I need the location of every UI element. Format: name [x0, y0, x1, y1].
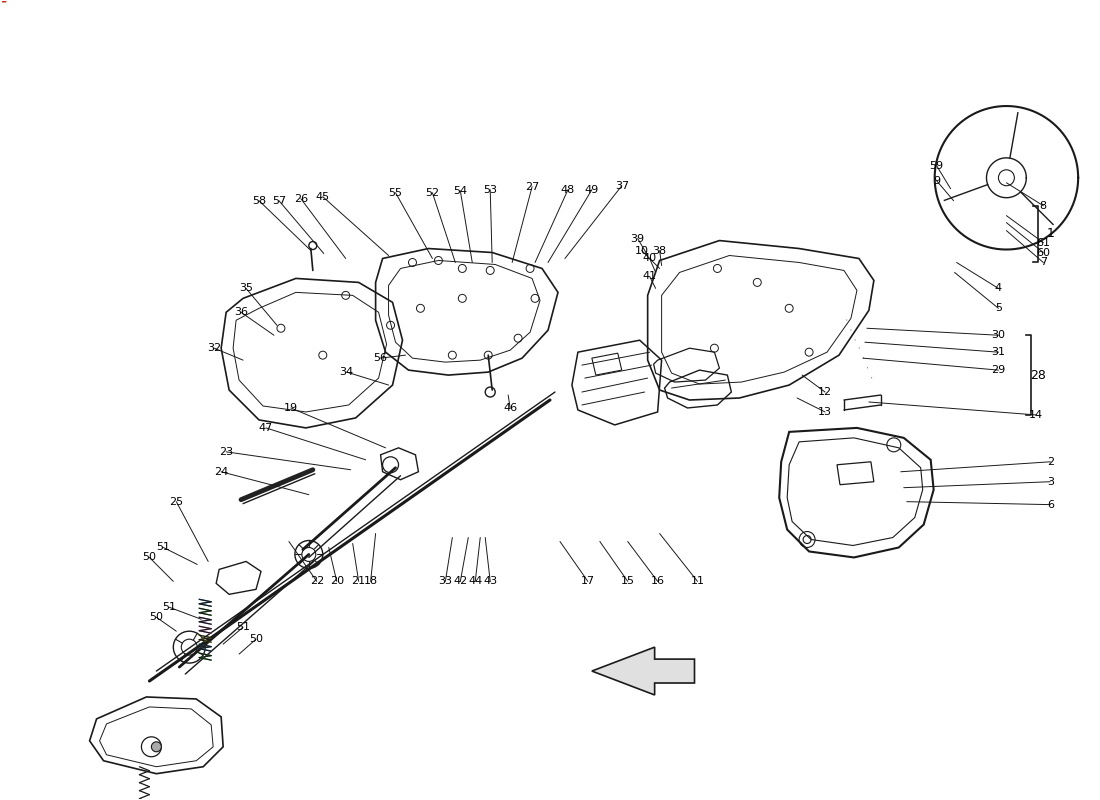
Text: 17: 17: [581, 576, 595, 586]
Text: 14: 14: [1030, 410, 1044, 420]
Text: 42: 42: [453, 576, 468, 586]
Text: 29: 29: [991, 365, 1005, 375]
Text: 37: 37: [615, 181, 629, 190]
Text: 26: 26: [294, 194, 308, 204]
Text: 41: 41: [642, 271, 657, 282]
Text: 44: 44: [469, 576, 483, 586]
Text: 51: 51: [156, 542, 170, 553]
Polygon shape: [592, 647, 694, 695]
Text: 2: 2: [1047, 457, 1054, 466]
Text: 39: 39: [630, 234, 645, 243]
Text: 28: 28: [1031, 369, 1046, 382]
Text: 4: 4: [994, 283, 1002, 294]
Text: 51: 51: [236, 622, 250, 632]
Text: 36: 36: [234, 307, 249, 318]
Text: 23: 23: [219, 447, 233, 457]
Text: 27: 27: [525, 182, 539, 192]
Text: 33: 33: [439, 576, 452, 586]
Text: 34: 34: [340, 367, 354, 377]
Text: 61: 61: [1036, 238, 1050, 247]
Text: 16: 16: [650, 576, 664, 586]
Text: 38: 38: [652, 246, 667, 255]
Text: 52: 52: [426, 188, 440, 198]
Text: 50: 50: [142, 553, 156, 562]
Text: 55: 55: [388, 188, 403, 198]
Text: 46: 46: [503, 403, 517, 413]
Text: 25: 25: [169, 497, 184, 506]
Text: 18: 18: [364, 576, 377, 586]
Text: 53: 53: [483, 185, 497, 194]
Text: 45: 45: [316, 192, 330, 202]
Text: 57: 57: [272, 196, 286, 206]
Circle shape: [152, 742, 162, 752]
Text: 11: 11: [691, 576, 704, 586]
Text: 5: 5: [994, 303, 1002, 314]
Text: 49: 49: [585, 185, 600, 194]
Text: 12: 12: [818, 387, 832, 397]
Text: 21: 21: [352, 576, 365, 586]
Text: 40: 40: [642, 254, 657, 263]
Text: 30: 30: [991, 330, 1005, 340]
Text: 54: 54: [453, 186, 468, 196]
Text: 24: 24: [214, 466, 229, 477]
Text: 10: 10: [635, 246, 649, 255]
Text: 43: 43: [483, 576, 497, 586]
Text: 48: 48: [561, 185, 575, 194]
Text: 9: 9: [933, 176, 940, 186]
Text: 19: 19: [284, 403, 298, 413]
Text: 56: 56: [374, 353, 387, 363]
Text: 35: 35: [239, 283, 253, 294]
Text: 51: 51: [163, 602, 176, 612]
Text: 7: 7: [1040, 258, 1047, 267]
Text: 15: 15: [620, 576, 635, 586]
Text: 6: 6: [1047, 500, 1054, 510]
Text: 60: 60: [1036, 247, 1050, 258]
Text: 8: 8: [1040, 201, 1047, 210]
Text: 50: 50: [249, 634, 263, 644]
Text: 22: 22: [310, 576, 323, 586]
Text: 1: 1: [1046, 227, 1054, 240]
Text: 50: 50: [150, 612, 164, 622]
Text: 31: 31: [991, 347, 1005, 357]
Text: 58: 58: [252, 196, 266, 206]
Text: 59: 59: [930, 161, 944, 171]
Text: 32: 32: [207, 343, 221, 353]
Text: 20: 20: [330, 576, 344, 586]
Text: 47: 47: [258, 423, 273, 433]
Text: 13: 13: [818, 407, 832, 417]
Text: 3: 3: [1047, 477, 1054, 486]
